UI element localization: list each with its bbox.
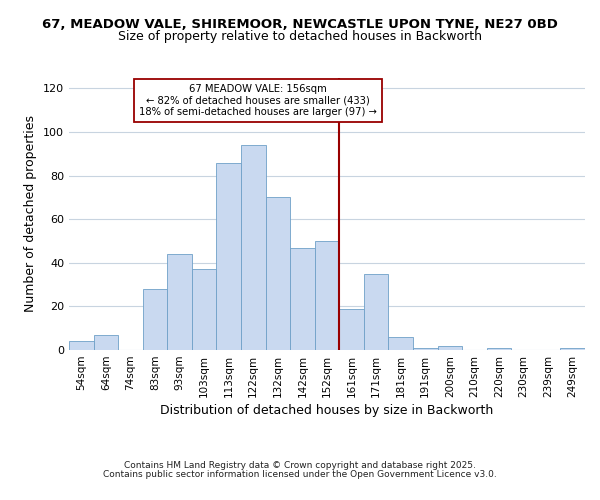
Bar — [339, 308, 364, 350]
Bar — [364, 274, 388, 350]
Text: Contains HM Land Registry data © Crown copyright and database right 2025.: Contains HM Land Registry data © Crown c… — [124, 461, 476, 470]
Bar — [94, 334, 118, 350]
Bar — [266, 198, 290, 350]
Bar — [560, 348, 585, 350]
Bar — [143, 289, 167, 350]
Bar — [192, 270, 217, 350]
Bar — [69, 342, 94, 350]
Bar — [167, 254, 192, 350]
Bar — [487, 348, 511, 350]
Bar — [241, 145, 266, 350]
Bar — [290, 248, 315, 350]
Text: 67 MEADOW VALE: 156sqm
← 82% of detached houses are smaller (433)
18% of semi-de: 67 MEADOW VALE: 156sqm ← 82% of detached… — [139, 84, 377, 117]
Text: Size of property relative to detached houses in Backworth: Size of property relative to detached ho… — [118, 30, 482, 43]
Y-axis label: Number of detached properties: Number of detached properties — [25, 116, 37, 312]
Bar — [437, 346, 462, 350]
X-axis label: Distribution of detached houses by size in Backworth: Distribution of detached houses by size … — [160, 404, 494, 417]
Bar — [315, 241, 339, 350]
Text: 67, MEADOW VALE, SHIREMOOR, NEWCASTLE UPON TYNE, NE27 0BD: 67, MEADOW VALE, SHIREMOOR, NEWCASTLE UP… — [42, 18, 558, 30]
Bar — [217, 162, 241, 350]
Bar — [388, 337, 413, 350]
Bar — [413, 348, 437, 350]
Text: Contains public sector information licensed under the Open Government Licence v3: Contains public sector information licen… — [103, 470, 497, 479]
